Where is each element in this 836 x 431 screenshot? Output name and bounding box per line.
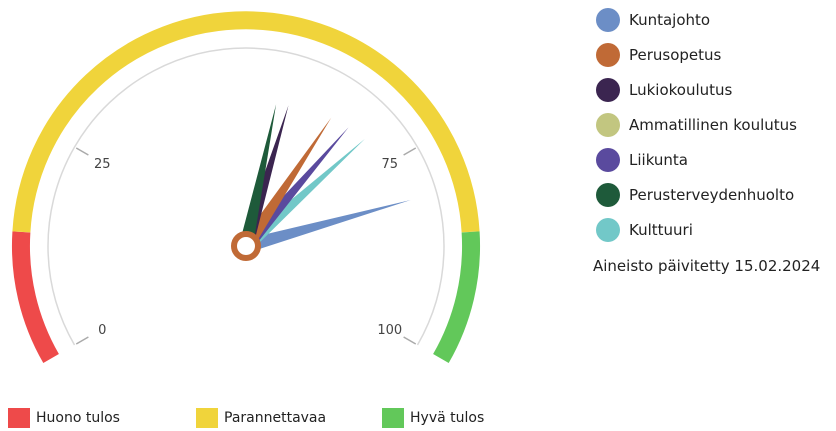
gauge-needles: [239, 104, 411, 253]
band-arc-2: [433, 231, 481, 363]
legend-label: Perusterveydenhuolto: [629, 185, 795, 204]
tick-mark-0: [75, 336, 89, 345]
gauge-hub: [231, 231, 261, 261]
tick-mark-100: [403, 336, 417, 345]
legend-item[interactable]: Lukiokoulutus: [596, 72, 797, 107]
band-legend-item[interactable]: Parannettavaa: [196, 407, 326, 429]
legend-swatch: [596, 77, 620, 102]
band-arc-0: [11, 231, 59, 363]
gauge-ticks: 0 25 75 100: [75, 147, 417, 345]
data-updated-note: Aineisto päivitetty 15.02.2024: [593, 257, 821, 275]
tick-label-0: 0: [98, 323, 106, 338]
tick-label-100: 100: [377, 323, 402, 338]
gauge-inner-ring: [47, 47, 445, 346]
legend-swatch: [596, 217, 620, 242]
band-legend-item[interactable]: Huono tulos: [8, 407, 120, 429]
tick-label-25: 25: [94, 157, 111, 172]
legend-item[interactable]: Kuntajohto: [596, 2, 797, 37]
needle-kuntajohto: [244, 200, 411, 253]
legend-swatch: [596, 7, 620, 32]
legend-label: Kulttuuri: [629, 220, 693, 239]
gauge-chart: 0 25 75 100: [11, 11, 481, 363]
band-legend-label: Huono tulos: [36, 410, 120, 426]
tick-mark-75: [403, 147, 417, 156]
legend-item[interactable]: Liikunta: [596, 142, 797, 177]
legend-swatch: [596, 112, 620, 137]
legend-item[interactable]: Perusopetus: [596, 37, 797, 72]
band-legend-swatch: [8, 408, 30, 428]
legend-item[interactable]: Perusterveydenhuolto: [596, 177, 797, 212]
legend-item[interactable]: Ammatillinen koulutus: [596, 107, 797, 142]
legend-label: Kuntajohto: [629, 10, 711, 29]
needle-perusopetus: [240, 117, 332, 250]
legend-label: Liikunta: [629, 150, 689, 169]
band-legend-swatch: [382, 408, 404, 428]
band-legend-label: Hyvä tulos: [410, 410, 485, 426]
needle-perusterveydenhuolto: [239, 104, 277, 248]
gauge-band-arcs: [11, 11, 481, 363]
legend-label: Perusopetus: [629, 45, 722, 64]
tick-label-75: 75: [381, 157, 398, 172]
legend-label: Lukiokoulutus: [629, 80, 733, 99]
band-arc-1: [12, 11, 480, 233]
legend-item[interactable]: Kulttuuri: [596, 212, 797, 247]
legend-swatch: [596, 182, 620, 207]
legend-label: Ammatillinen koulutus: [629, 115, 797, 134]
band-legend-label: Parannettavaa: [224, 410, 327, 426]
legend-swatch: [596, 42, 620, 67]
tick-mark-25: [75, 147, 89, 156]
band-legend-item[interactable]: Hyvä tulos: [382, 407, 484, 429]
band-legend-swatch: [196, 408, 218, 428]
series-legend: Kuntajohto Perusopetus Lukiokoulutus Ammati…: [596, 2, 797, 247]
legend-swatch: [596, 147, 620, 172]
